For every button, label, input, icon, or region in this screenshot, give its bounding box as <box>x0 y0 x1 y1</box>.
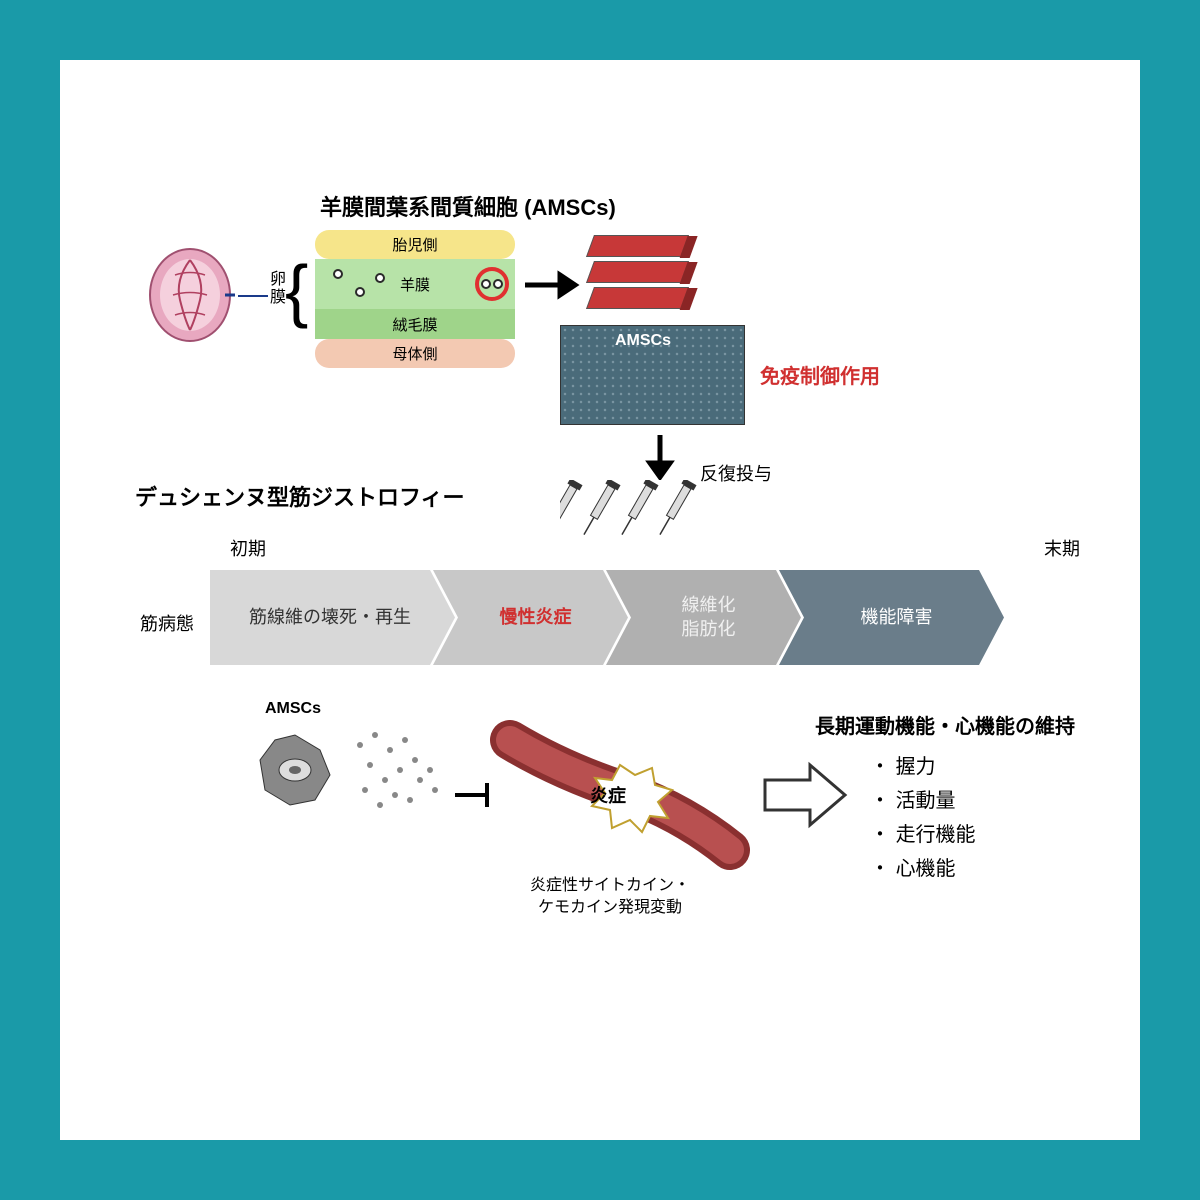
cytokine-l1: 炎症性サイトカイン・ <box>530 877 690 894</box>
syringes-icon <box>560 480 740 560</box>
progression-stage: 筋線維の壊死・再生 <box>210 570 455 665</box>
pathology-label: 筋病態 <box>140 610 194 636</box>
cell-dot-icon <box>375 273 385 283</box>
membrane-layers: 胎児側 羊膜 絨毛膜 母体側 <box>315 230 515 368</box>
layer-amnion: 羊膜 <box>315 259 515 309</box>
maintenance-item: 走行機能 <box>870 818 976 852</box>
inflammation-label: 炎症 <box>590 782 626 808</box>
arrow-right-icon <box>525 270 580 300</box>
amsc-box-label: AMSCs <box>615 332 671 350</box>
immune-function-label: 免疫制御作用 <box>760 360 880 389</box>
layer-amnion-label: 羊膜 <box>400 274 430 295</box>
cell-dot-icon <box>333 269 343 279</box>
cell-dot-icon <box>481 279 491 289</box>
progression-arrow: 筋線維の壊死・再生慢性炎症線維化脂肪化機能障害 <box>210 570 1004 665</box>
amsc-cell-icon <box>245 725 345 815</box>
diagram-canvas: 羊膜間葉系間質細胞 (AMSCs) 卵膜 { 胎児側 羊膜 絨毛膜 母体側 <box>60 60 1140 1140</box>
amsc-title: 羊膜間葉系間質細胞 (AMSCs) <box>320 190 616 222</box>
cytokine-label: 炎症性サイトカイン・ ケモカイン発現変動 <box>530 875 690 920</box>
maintenance-title: 長期運動機能・心機能の維持 <box>815 710 1075 739</box>
arrow-down-icon <box>645 435 675 480</box>
particles-icon <box>350 725 460 825</box>
inhibit-icon <box>455 780 495 810</box>
cell-dot-icon <box>493 279 503 289</box>
progression-stage: 機能障害 <box>779 570 1004 665</box>
maintenance-list: 握力活動量走行機能心機能 <box>870 750 976 886</box>
progression-stage: 線維化脂肪化 <box>606 570 801 665</box>
progression-stage: 慢性炎症 <box>433 570 628 665</box>
disease-title: デュシェンヌ型筋ジストロフィー <box>135 480 465 512</box>
amsc-cell-label: AMSCs <box>265 700 321 718</box>
brace-icon: { <box>285 255 308 325</box>
maintenance-item: 活動量 <box>870 784 976 818</box>
cytokine-l2: ケモカイン発現変動 <box>538 899 682 916</box>
cell-dot-icon <box>355 287 365 297</box>
outcome-arrow-icon <box>760 760 850 830</box>
culture-dishes-icon <box>590 235 685 313</box>
layer-fetal: 胎児側 <box>315 230 515 259</box>
layer-maternal: 母体側 <box>315 339 515 368</box>
placenta-icon <box>145 245 235 345</box>
maintenance-item: 握力 <box>870 750 976 784</box>
maintenance-item: 心機能 <box>870 852 976 886</box>
early-stage-label: 初期 <box>230 535 266 561</box>
layer-chorion: 絨毛膜 <box>315 309 515 339</box>
late-stage-label: 末期 <box>1044 535 1080 561</box>
highlight-circle-icon <box>475 267 509 301</box>
membrane-brace-label: 卵膜 <box>263 270 287 306</box>
